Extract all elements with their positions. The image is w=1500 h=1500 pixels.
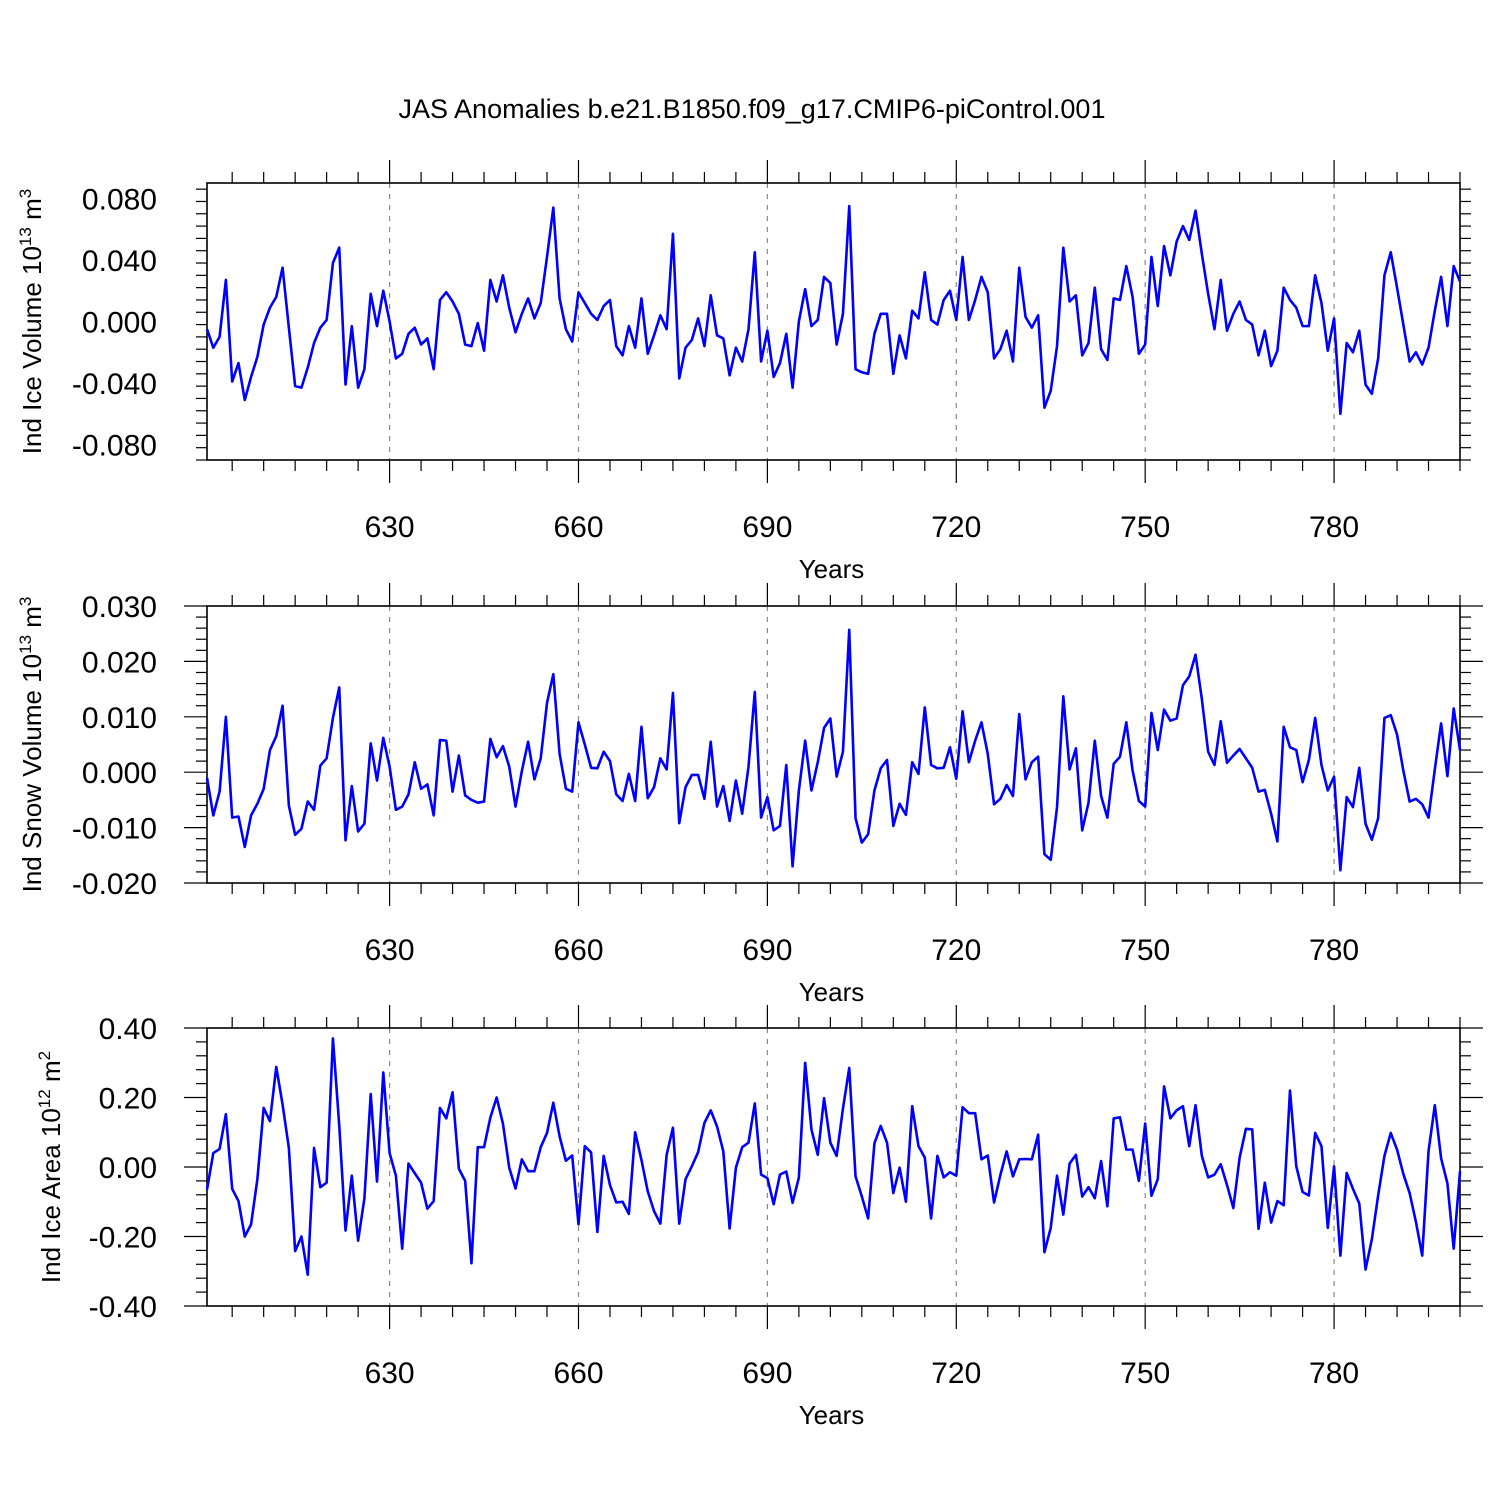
y-tick-label: 0.040 — [82, 245, 157, 278]
x-tick-label: 690 — [742, 934, 792, 967]
y-axis-title: Ind Ice Area 1012 m2 — [35, 1051, 66, 1283]
x-tick-label: 630 — [365, 934, 415, 967]
y-axis-title-unit-exponent: 2 — [35, 1051, 54, 1060]
x-axis-title: Years — [799, 977, 865, 1007]
y-tick-label: -0.40 — [89, 1291, 157, 1324]
plot-frame — [206, 182, 1461, 461]
y-axis-title-unit: m — [17, 606, 47, 635]
y-tick-label: -0.020 — [72, 868, 157, 901]
x-tick-label: 750 — [1120, 511, 1170, 544]
y-axis-title-unit: m — [17, 198, 47, 227]
y-axis-title-exponent: 12 — [35, 1089, 54, 1108]
y-tick-label: -0.040 — [72, 368, 157, 401]
series-line-ind-ice-volume — [205, 204, 1462, 416]
panel-3: 630 660 690 720 750 780 -0.40 -0.20 0.00 0.20 0.40… — [35, 1005, 1483, 1430]
figure-title: JAS Anomalies b.e21.B1850.f09_g17.CMIP6-… — [399, 94, 1106, 124]
x-tick-label: 750 — [1120, 1357, 1170, 1390]
panel-1: 630 660 690 720 750 780 -0.080 -0.040 0.000 0.040… — [16, 160, 1471, 584]
y-tick-label: 0.20 — [99, 1083, 157, 1116]
y-tick-label: 0.010 — [82, 702, 157, 735]
y-tick-label: 0.080 — [82, 183, 157, 216]
x-tick-label: 750 — [1120, 934, 1170, 967]
x-tick-label: 630 — [365, 511, 415, 544]
y-tick-label: 0.030 — [82, 591, 157, 624]
x-tick-label: 780 — [1309, 934, 1359, 967]
x-tick-label: 660 — [553, 934, 603, 967]
panel-2: 630 660 690 720 750 780 -0.020 -0.010 0.000 0.010… — [16, 583, 1483, 1007]
x-tick-label: 690 — [742, 511, 792, 544]
y-axis-title: Ind Snow Volume 1013 m3 — [16, 597, 47, 893]
plot-frame — [206, 1027, 1461, 1307]
y-axis-title-unit: m — [36, 1060, 66, 1089]
y-axis-title-base: Ind Ice Volume 10 — [17, 246, 47, 454]
y-axis-title-base: Ind Snow Volume 10 — [17, 654, 47, 893]
panels: 630 660 690 720 750 780 -0.080 -0.040 0.000 0.040… — [16, 160, 1483, 1430]
y-tick-label: 0.40 — [99, 1013, 157, 1046]
x-axis-title: Years — [799, 554, 865, 584]
x-tick-label: 660 — [553, 511, 603, 544]
x-tick-label: 720 — [931, 511, 981, 544]
y-axis-title-unit-exponent: 3 — [16, 597, 35, 606]
y-axis-title-unit-exponent: 3 — [16, 189, 35, 198]
y-tick-label: 0.00 — [99, 1152, 157, 1185]
y-tick-label: 0.000 — [82, 307, 157, 340]
x-tick-label: 720 — [931, 934, 981, 967]
y-tick-label: -0.010 — [72, 813, 157, 846]
y-axis-title: Ind Ice Volume 1013 m3 — [16, 189, 47, 454]
series-line-ind-snow-volume — [205, 628, 1462, 872]
y-axis-title-exponent: 13 — [16, 635, 35, 654]
y-axis-title-base: Ind Ice Area 10 — [36, 1108, 66, 1283]
series-line-ind-ice-area — [205, 1037, 1462, 1277]
x-axis-title: Years — [799, 1400, 865, 1430]
y-axis-title-exponent: 13 — [16, 227, 35, 246]
x-tick-label: 780 — [1309, 1357, 1359, 1390]
y-tick-label: 0.020 — [82, 646, 157, 679]
x-tick-label: 660 — [553, 1357, 603, 1390]
x-tick-label: 780 — [1309, 511, 1359, 544]
y-tick-label: -0.20 — [89, 1222, 157, 1255]
y-tick-label: -0.080 — [72, 430, 157, 463]
y-tick-label: 0.000 — [82, 757, 157, 790]
x-tick-label: 720 — [931, 1357, 981, 1390]
x-tick-label: 630 — [365, 1357, 415, 1390]
x-tick-label: 690 — [742, 1357, 792, 1390]
